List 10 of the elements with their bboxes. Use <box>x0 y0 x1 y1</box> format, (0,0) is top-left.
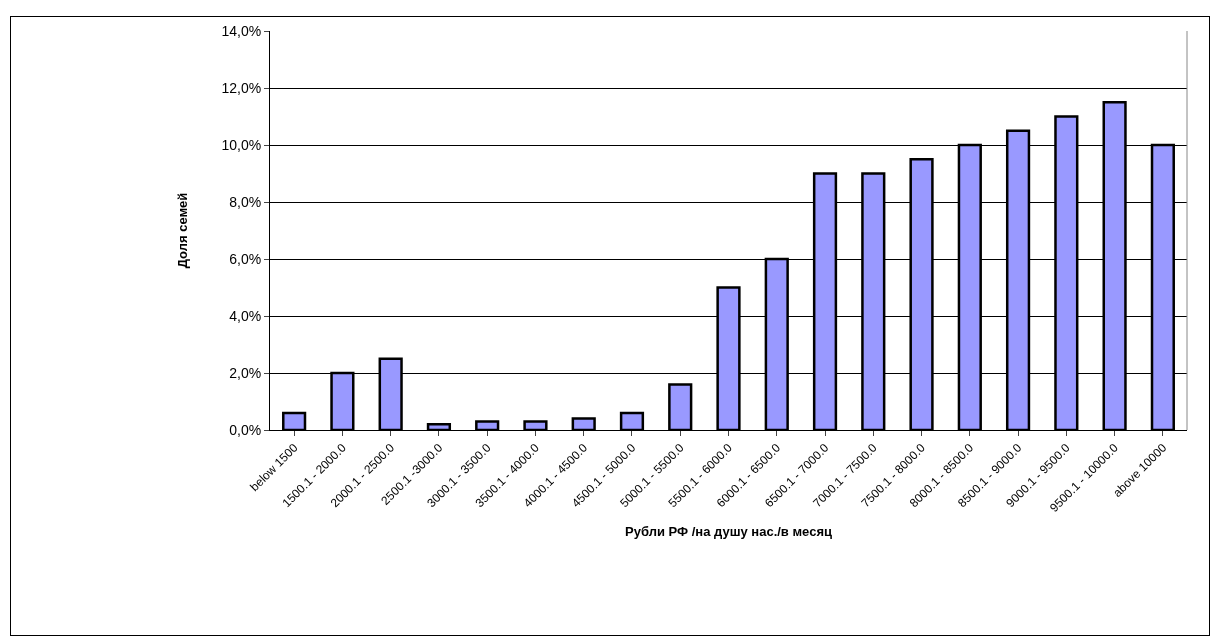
y-tick-label: 8,0% <box>229 193 262 210</box>
y-tick-label: 0,0% <box>229 421 262 438</box>
y-tick-label: 2,0% <box>229 364 262 381</box>
y-tick-label: 12,0% <box>221 79 262 96</box>
y-tick-label: 6,0% <box>229 250 262 267</box>
y-tick-label: 14,0% <box>221 22 262 39</box>
x-axis-title: Рубли РФ /на душу нас./в месяц <box>625 523 832 539</box>
y-axis-title: Доля семей <box>175 192 191 269</box>
y-tick-label: 10,0% <box>221 136 262 153</box>
y-tick-label: 4,0% <box>229 307 262 324</box>
